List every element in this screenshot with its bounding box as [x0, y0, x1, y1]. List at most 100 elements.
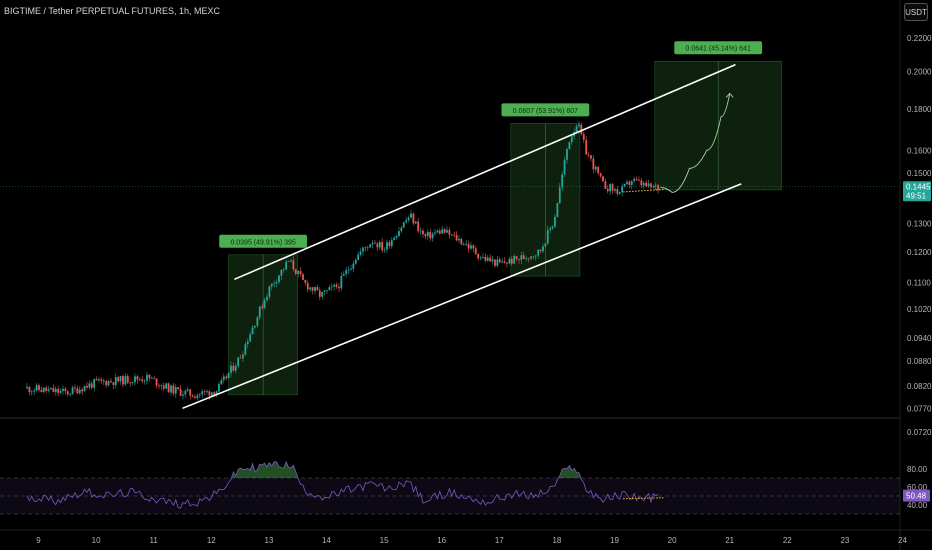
candle-body — [498, 259, 501, 263]
candle-body — [352, 263, 355, 269]
candle-body — [230, 365, 232, 373]
candle-body — [52, 387, 55, 392]
candle-body — [333, 284, 336, 287]
candle-body — [242, 354, 244, 359]
candle-body — [443, 229, 446, 233]
candle-body — [386, 242, 388, 250]
candle-body — [69, 394, 72, 395]
candle-body — [270, 283, 273, 287]
time-tick: 15 — [380, 536, 389, 545]
candle-body — [285, 261, 288, 270]
candle-body — [306, 282, 309, 290]
candle-body — [606, 189, 609, 192]
candle-body — [342, 273, 345, 276]
candle-body — [112, 382, 115, 386]
candle-body — [544, 243, 547, 247]
candle-body — [78, 389, 81, 394]
price-tick: 0.1100 — [907, 279, 931, 288]
candle-body — [580, 124, 583, 135]
candle-body — [546, 229, 549, 244]
candle-body — [429, 231, 432, 239]
candle-body — [417, 221, 420, 232]
candle-body — [102, 380, 105, 382]
price-axis[interactable]: 0.2200 0.2000 0.1800 0.1600 0.1500 0.1300 0.12… — [903, 34, 932, 510]
time-tick: 18 — [552, 536, 561, 545]
candle-body — [484, 256, 487, 261]
candle-body — [491, 259, 494, 262]
measure-label: 0.0607 (53.91%) 607 — [513, 108, 578, 115]
candle-body — [436, 230, 439, 233]
candle-body — [249, 334, 252, 342]
candle-body — [635, 178, 638, 180]
candle-body — [294, 269, 297, 275]
candle-body — [446, 229, 448, 233]
candle-body — [297, 271, 300, 275]
symbol-title: BIGTIME / Tether PERPETUAL FUTURES, 1h, … — [4, 6, 221, 16]
candle-body — [510, 258, 513, 264]
candle-body — [474, 248, 477, 254]
rsi-support-dotted — [623, 497, 664, 500]
rsi-pane — [0, 460, 900, 515]
candle-body — [347, 269, 350, 271]
price-tick: 0.1800 — [907, 105, 932, 114]
candle-body — [570, 136, 573, 143]
candle-body — [611, 184, 614, 191]
time-tick: 19 — [610, 536, 619, 545]
candle-body — [98, 379, 100, 381]
candle-body — [477, 253, 480, 259]
candle-body — [381, 242, 384, 251]
price-tag — [903, 181, 931, 202]
candle-body — [554, 216, 556, 227]
time-tick: 11 — [150, 536, 159, 545]
candle-body — [462, 244, 465, 245]
candle-body — [482, 256, 484, 258]
currency-button[interactable]: USDT — [904, 3, 928, 21]
candle-body — [129, 382, 132, 384]
rsi-overbought-fill — [26, 461, 659, 478]
candle-body — [232, 365, 235, 371]
candle-body — [594, 166, 597, 170]
time-tick: 13 — [264, 536, 273, 545]
candle-body — [354, 259, 357, 264]
candle-body — [148, 374, 151, 379]
candle-body — [114, 377, 117, 386]
candle-body — [117, 377, 120, 382]
candle-body — [218, 384, 220, 392]
rsi-tag — [903, 489, 930, 502]
price-tick: 0.1020 — [907, 305, 932, 314]
candle-body — [614, 189, 616, 191]
candle-body — [210, 392, 213, 396]
candle-body — [134, 376, 136, 383]
candle-body — [532, 256, 535, 258]
candle-body — [618, 192, 621, 194]
candle-body — [340, 275, 343, 289]
price-tick: 0.1300 — [907, 220, 932, 229]
candle-body — [374, 242, 376, 244]
candle-body — [587, 154, 590, 156]
candle-body — [314, 287, 316, 291]
candle-body — [33, 390, 36, 392]
candle-body — [179, 389, 182, 396]
time-axis[interactable]: 9 10 11 12 13 14 15 16 17 18 19 20 21 22 23 24 — [36, 536, 907, 545]
candle-body — [275, 282, 278, 284]
candle-body — [345, 270, 348, 274]
candle-body — [460, 238, 463, 245]
candle-body — [453, 234, 456, 236]
candle-body — [592, 158, 595, 170]
candle-body — [642, 182, 645, 186]
candle-body — [357, 254, 360, 260]
candle-body — [395, 236, 398, 238]
candle-body — [246, 341, 249, 345]
candle-body — [551, 226, 554, 229]
time-tick: 24 — [898, 536, 907, 545]
candle-body — [575, 126, 578, 133]
candle-body — [335, 284, 338, 287]
candle-body — [626, 181, 628, 184]
candle-body — [520, 255, 523, 260]
candle-body — [366, 247, 369, 249]
measure-label-bg — [219, 234, 308, 248]
candle-body — [323, 290, 326, 292]
candle-body — [515, 255, 518, 259]
candle-body — [513, 255, 516, 264]
